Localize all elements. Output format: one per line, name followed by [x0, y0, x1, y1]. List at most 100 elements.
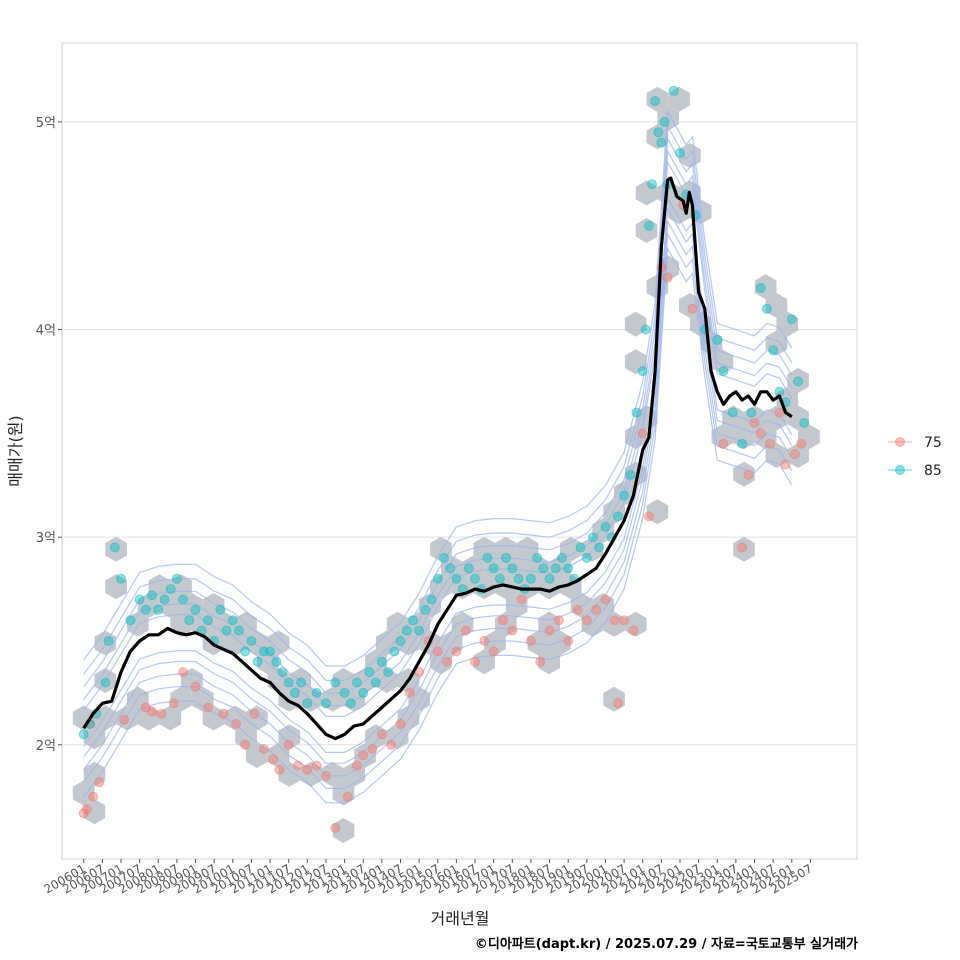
data-point-85	[227, 615, 238, 626]
data-point-75	[395, 719, 406, 729]
data-point-85	[799, 418, 810, 428]
data-point-85	[401, 625, 412, 636]
data-point-85	[426, 594, 437, 605]
data-point-85	[221, 625, 232, 636]
hex-bin	[624, 349, 647, 375]
data-point-75	[765, 438, 775, 449]
data-point-85	[470, 573, 480, 584]
hex-bin	[744, 405, 766, 431]
data-point-75	[643, 511, 654, 522]
data-point-85	[289, 687, 300, 698]
hex-bin	[754, 424, 777, 450]
data-point-75	[749, 418, 760, 428]
hex-bin	[170, 686, 192, 712]
data-point-85	[563, 563, 574, 574]
data-point-85	[78, 729, 89, 740]
data-point-85	[116, 573, 126, 584]
data-point-75	[507, 625, 518, 636]
data-point-85	[544, 573, 555, 584]
density-contour	[83, 206, 793, 764]
hex-bin	[105, 574, 127, 600]
data-point-85	[234, 625, 244, 636]
density-contour	[83, 136, 793, 694]
hex-bin	[754, 274, 777, 300]
data-point-75	[178, 667, 189, 678]
hex-bin	[635, 218, 658, 243]
legend-key-point	[895, 465, 905, 475]
data-point-75	[442, 656, 453, 667]
data-point-85	[463, 563, 474, 574]
plot-panel	[61, 42, 858, 860]
data-point-75	[544, 625, 555, 636]
hex-bin	[776, 311, 799, 337]
data-point-85	[793, 376, 803, 387]
hex-bin	[181, 593, 203, 618]
hex-bin	[635, 180, 658, 206]
data-point-75	[609, 615, 620, 626]
data-point-75	[581, 615, 592, 626]
data-point-85	[600, 521, 611, 532]
data-point-85	[619, 490, 630, 501]
data-point-75	[218, 708, 229, 719]
data-point-85	[581, 552, 592, 563]
data-point-85	[420, 604, 431, 615]
data-point-85	[246, 636, 257, 646]
data-point-75	[737, 542, 748, 553]
density-contour	[83, 159, 793, 717]
data-point-75	[81, 804, 92, 815]
data-point-85	[712, 334, 723, 345]
data-point-85	[675, 148, 685, 158]
hex-bin	[668, 86, 690, 112]
hex-bin	[603, 686, 625, 712]
data-point-75	[600, 594, 611, 605]
data-point-75	[498, 615, 508, 626]
data-point-85	[330, 677, 341, 688]
hex-bin	[624, 611, 647, 637]
data-point-75	[774, 407, 785, 418]
data-point-85	[494, 573, 505, 584]
data-point-85	[525, 573, 536, 584]
hex-bin	[560, 536, 582, 562]
data-point-85	[451, 573, 462, 584]
hex-bin	[646, 499, 669, 525]
data-point-75	[460, 625, 471, 636]
hex-bin	[473, 536, 495, 562]
data-point-85	[737, 438, 748, 449]
data-point-85	[727, 407, 738, 418]
hex-bin	[451, 611, 474, 637]
data-point-85	[171, 573, 182, 584]
density-contour	[83, 149, 793, 707]
data-point-85	[755, 283, 766, 293]
hex-bin	[386, 724, 409, 750]
data-point-75	[612, 698, 623, 709]
data-point-75	[293, 760, 303, 771]
data-point-85	[296, 677, 307, 688]
hex-bin	[83, 761, 106, 787]
hex-bin	[787, 368, 809, 393]
data-point-85	[631, 407, 642, 418]
data-point-85	[659, 116, 670, 127]
hex-bin	[137, 705, 160, 731]
data-point-85	[165, 584, 176, 595]
y-tick-label: 2억	[36, 739, 56, 754]
data-point-75	[755, 428, 766, 439]
hex-bin	[267, 743, 290, 768]
hex-bin	[127, 686, 149, 712]
data-point-85	[352, 677, 362, 688]
data-point-75	[230, 719, 241, 729]
hex-bin	[224, 630, 246, 656]
data-point-75	[386, 739, 397, 750]
data-point-85	[184, 615, 195, 626]
source-caption: ©디아파트(dapt.kr) / 2025.07.29 / 자료=국토교통부 실…	[474, 937, 858, 952]
data-point-85	[625, 469, 636, 480]
data-point-75	[240, 739, 251, 750]
data-point-75	[268, 754, 279, 765]
hex-bin	[408, 611, 431, 637]
hex-bin	[765, 293, 788, 318]
data-point-75	[637, 428, 648, 439]
data-point-75	[88, 791, 99, 802]
data-point-75	[190, 681, 201, 692]
data-point-75	[488, 646, 499, 657]
data-point-75	[376, 729, 387, 740]
